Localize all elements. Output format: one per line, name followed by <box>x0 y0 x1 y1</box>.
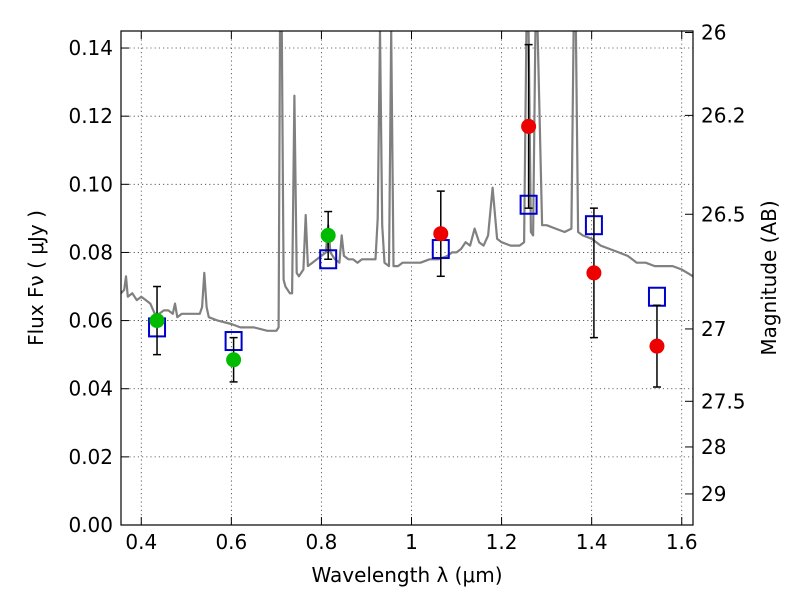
y-axis-left: 0.00 0.02 0.04 0.06 0.08 0.10 0.12 0.14 <box>68 36 129 537</box>
y-tick-label: 0.10 <box>68 172 113 196</box>
right-tick-label: 26 <box>701 21 726 45</box>
x-tick-label: 1 <box>405 530 418 554</box>
nir-data-point <box>649 338 665 354</box>
x-axis-label: Wavelength λ (μm) <box>311 563 502 587</box>
y-tick-label: 0.08 <box>68 240 113 264</box>
y-tick-label: 0.06 <box>68 309 113 333</box>
y-tick-label: 0.04 <box>68 377 113 401</box>
optical-data-point <box>149 313 165 329</box>
y-tick-label: 0.02 <box>68 445 113 469</box>
x-tick-label: 1.4 <box>576 530 608 554</box>
marker-layer <box>148 43 666 388</box>
right-tick-label: 27 <box>701 317 726 341</box>
nir-data-point <box>521 118 537 134</box>
x-tick-label: 1.2 <box>486 530 518 554</box>
y-tick-label: 0.12 <box>68 104 113 128</box>
y-axis-right: 26 26.2 26.5 27 27.5 28 29 <box>685 21 746 506</box>
nir-data-point <box>433 226 449 242</box>
right-axis-label: Magnitude (AB) <box>757 200 781 355</box>
x-tick-label: 0.8 <box>306 530 338 554</box>
right-tick-label: 29 <box>701 482 726 506</box>
x-tick-label: 0.4 <box>125 530 157 554</box>
x-tick-label: 0.6 <box>215 530 247 554</box>
right-tick-label: 27.5 <box>701 389 746 413</box>
optical-data-point <box>320 227 336 243</box>
y-tick-label: 0.00 <box>68 513 113 537</box>
right-tick-label: 26.2 <box>701 103 746 127</box>
x-axis: 0.4 0.6 0.8 1 1.2 1.4 1.6 <box>125 31 698 554</box>
x-tick-label: 1.6 <box>666 530 698 554</box>
spectrum-line <box>121 31 693 332</box>
spectrum-layer <box>121 31 693 332</box>
right-tick-label: 26.5 <box>701 202 746 226</box>
y-axis-label: Flux Fν ( μJy ) <box>24 210 48 346</box>
right-tick-label: 28 <box>701 435 726 459</box>
model-flux-box <box>647 286 666 307</box>
optical-data-point <box>226 352 242 368</box>
plot-frame <box>120 30 694 526</box>
grid-lines <box>121 31 693 526</box>
nir-data-point <box>586 265 602 281</box>
y-tick-label: 0.14 <box>68 36 113 60</box>
